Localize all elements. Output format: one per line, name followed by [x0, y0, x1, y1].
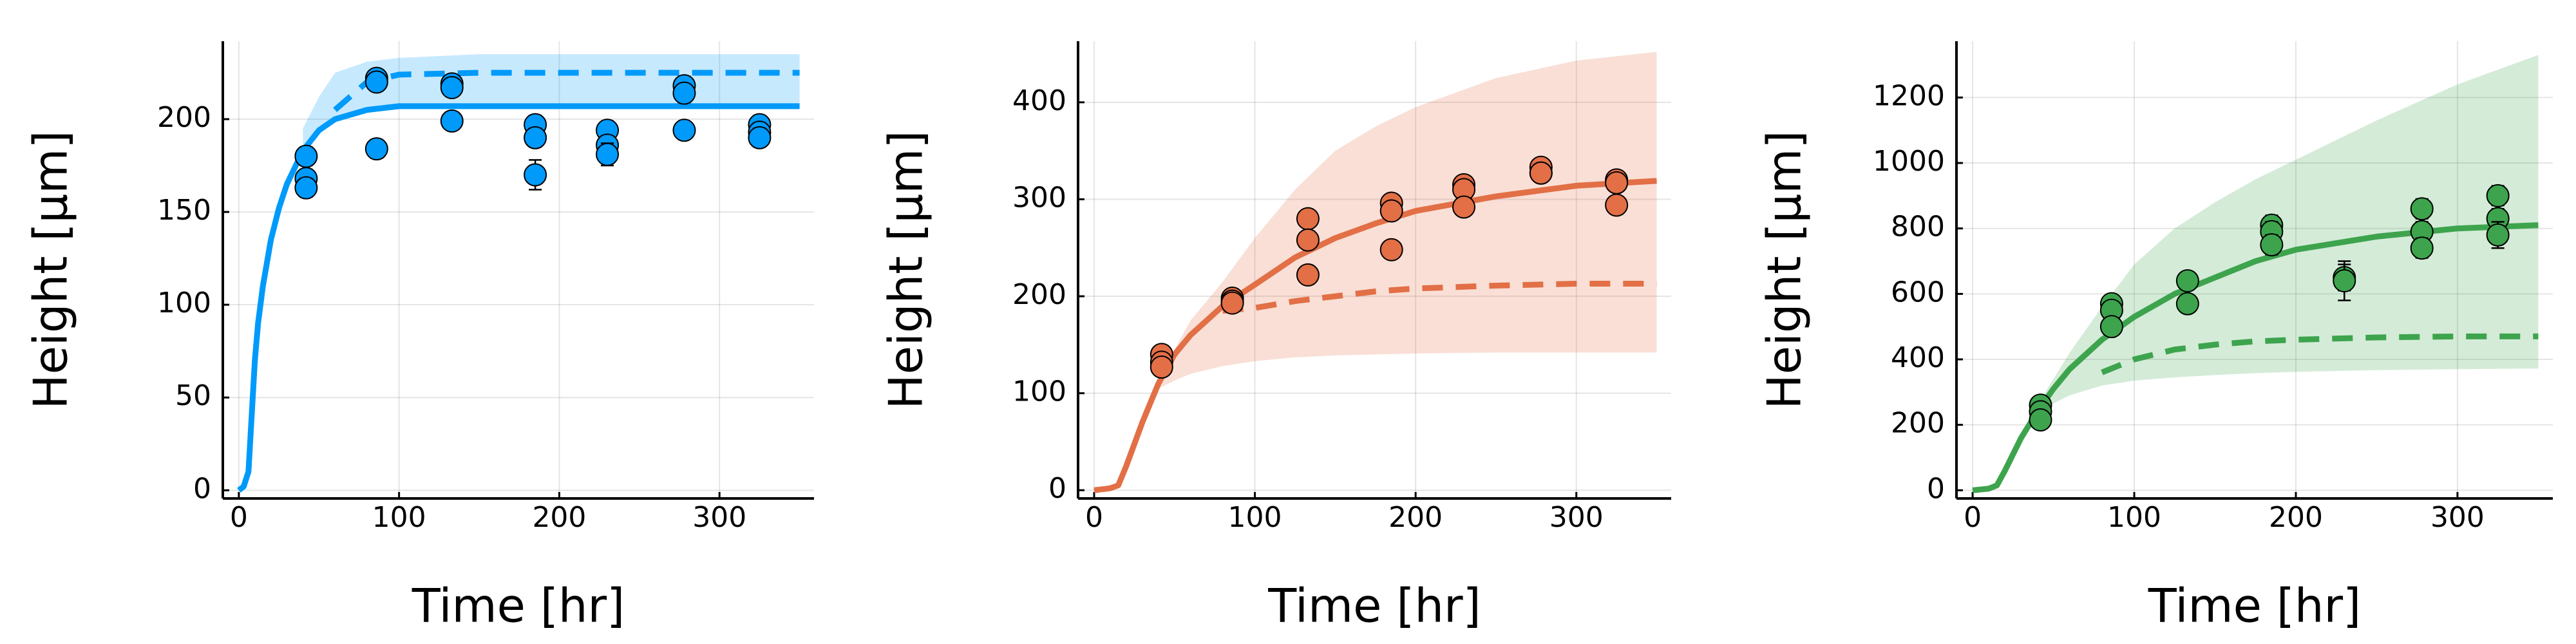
data-point: [1296, 207, 1320, 231]
data-point: [440, 76, 464, 100]
x-tick-label: 200: [2269, 501, 2323, 534]
data-point: [2410, 197, 2434, 221]
y-axis-label: Height [μm]: [24, 130, 78, 409]
data-point: [1296, 228, 1320, 252]
data-point: [440, 109, 464, 133]
data-point: [1220, 291, 1244, 315]
x-tick-label: 300: [1549, 501, 1604, 534]
x-tick-label: 300: [692, 501, 746, 534]
x-tick-label: 200: [532, 501, 586, 534]
x-tick-label: 0: [1085, 501, 1103, 534]
y-tick-label: 200: [1012, 278, 1066, 311]
y-tick-label: 0: [1048, 472, 1066, 505]
data-point: [524, 126, 547, 149]
x-tick-label: 0: [230, 501, 248, 534]
confidence-band: [1158, 52, 1657, 389]
x-axis-label: Time [hr]: [412, 579, 625, 633]
y-tick-label: 0: [193, 472, 211, 505]
y-tick-label: 200: [157, 101, 211, 134]
x-axis-label: Time [hr]: [2148, 579, 2362, 633]
x-tick-label: 100: [2107, 501, 2161, 534]
x-tick-label: 0: [1964, 501, 1982, 534]
data-point: [2410, 236, 2434, 260]
x-tick-label: 200: [1388, 501, 1443, 534]
panel: 0 100 200 300 0 200 400 600 800 1000 1200 Time [hr]…: [1757, 41, 2553, 633]
x-tick-label: 100: [1228, 501, 1282, 534]
panel: 0 100 200 300 0 100 200 300 400 Time [hr] Height […: [879, 41, 1671, 633]
x-tick-label: 100: [372, 501, 426, 534]
data-point: [1379, 238, 1403, 261]
data-point: [2486, 184, 2510, 207]
data-point: [2333, 269, 2356, 293]
y-axis-label: Height [μm]: [1757, 130, 1812, 409]
y-tick-label: 1200: [1873, 79, 1945, 112]
data-point: [365, 137, 388, 161]
solid-line: [1972, 222, 2539, 493]
data-point: [1296, 263, 1320, 287]
y-tick-label: 1000: [1873, 145, 1945, 178]
y-tick-label: 300: [1012, 181, 1066, 214]
y-tick-label: 200: [1891, 407, 1945, 440]
data-point: [524, 163, 547, 187]
y-tick-label: 0: [1927, 472, 1945, 505]
data-point: [1452, 195, 1476, 219]
confidence-band: [2037, 55, 2539, 415]
y-axis-label: Height [μm]: [879, 130, 933, 409]
y-tick-label: 100: [157, 287, 211, 319]
data-point: [1379, 199, 1403, 223]
y-tick-label: 100: [1012, 375, 1066, 408]
x-axis-label: Time [hr]: [1267, 579, 1481, 633]
panel: 0 100 200 300 0 50 100 150 200 Time [hr] Height [μ…: [24, 41, 814, 633]
solid-line: [237, 103, 800, 493]
x-tick-label: 300: [2430, 501, 2485, 534]
data-point: [2099, 315, 2123, 339]
data-point: [1605, 171, 1629, 194]
data-point: [596, 142, 620, 166]
data-point: [294, 176, 318, 200]
data-point: [1529, 161, 1553, 185]
data-point: [672, 118, 696, 142]
data-point: [672, 81, 696, 105]
y-tick-label: 50: [175, 379, 211, 412]
y-tick-label: 400: [1891, 341, 1945, 374]
dashed-line: [2101, 333, 2539, 375]
data-point: [294, 144, 318, 168]
y-tick-label: 400: [1012, 84, 1066, 117]
dashed-line: [1222, 280, 1657, 314]
data-point: [2029, 408, 2052, 432]
data-point: [1605, 193, 1629, 217]
data-point: [1150, 355, 1173, 379]
data-point: [2175, 292, 2199, 316]
data-point: [2486, 223, 2510, 247]
data-point: [2260, 233, 2284, 257]
data-point: [748, 126, 772, 149]
y-tick-label: 600: [1891, 276, 1945, 308]
y-tick-label: 150: [157, 194, 211, 227]
data-point: [365, 70, 388, 94]
data-point: [2175, 269, 2199, 293]
y-tick-label: 800: [1891, 211, 1945, 243]
